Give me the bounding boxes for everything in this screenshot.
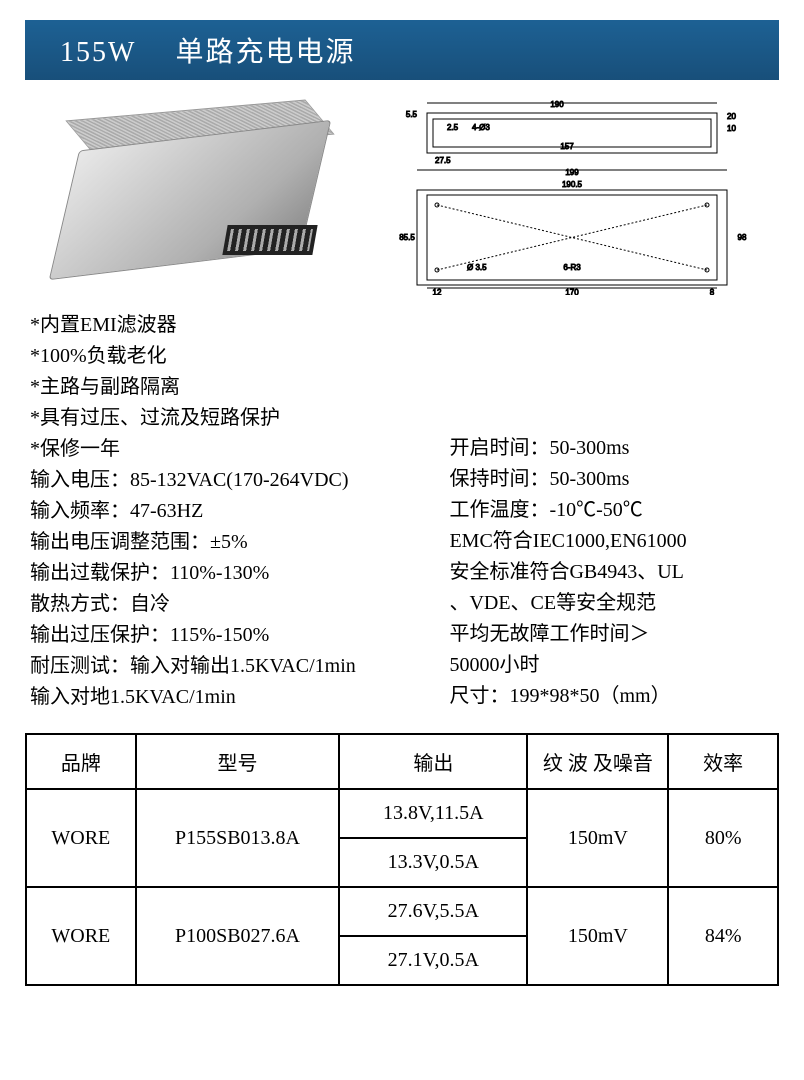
svg-text:27.5: 27.5 xyxy=(435,156,451,165)
spec-line: 输入电压：85-132VAC(170-264VDC) xyxy=(30,465,419,496)
specs-section: *内置EMI滤波器*100%负载老化*主路与副路隔离*具有过压、过流及短路保护*… xyxy=(25,310,779,713)
specs-left-column: *内置EMI滤波器*100%负载老化*主路与副路隔离*具有过压、过流及短路保护*… xyxy=(30,310,419,713)
svg-text:4-Ø3: 4-Ø3 xyxy=(472,123,490,132)
spec-line: 平均无故障工作时间＞ xyxy=(449,619,774,650)
spec-line: 开启时间：50-300ms xyxy=(449,433,774,464)
feature-line: *保修一年 xyxy=(30,434,419,465)
svg-text:190.5: 190.5 xyxy=(562,180,583,189)
cell-brand: WORE xyxy=(26,887,136,985)
header-model: 型号 xyxy=(136,734,340,789)
table-header-row: 品牌 型号 输出 纹 波 及噪音 效率 xyxy=(26,734,778,789)
spec-table: 品牌 型号 输出 纹 波 及噪音 效率 WOREP155SB013.8A13.8… xyxy=(25,733,779,986)
svg-text:8: 8 xyxy=(710,288,715,295)
spec-line: 尺寸：199*98*50（mm） xyxy=(449,681,774,712)
cell-output: 13.3V,0.5A xyxy=(339,838,527,887)
cell-model: P100SB027.6A xyxy=(136,887,340,985)
cell-output: 27.1V,0.5A xyxy=(339,936,527,985)
svg-text:85.5: 85.5 xyxy=(399,233,415,242)
header-output: 输出 xyxy=(339,734,527,789)
svg-text:157: 157 xyxy=(560,142,574,151)
images-row: 190 5.5 20 10 2.5 4-Ø3 157 27.5 199 190.… xyxy=(25,95,779,295)
specs-right-column: 开启时间：50-300ms保持时间：50-300ms工作温度：-10℃-50℃E… xyxy=(449,310,774,713)
svg-text:199: 199 xyxy=(565,168,579,177)
header-ripple: 纹 波 及噪音 xyxy=(527,734,668,789)
spec-line: 50000小时 xyxy=(449,650,774,681)
svg-text:20: 20 xyxy=(727,112,736,121)
cell-output: 13.8V,11.5A xyxy=(339,789,527,838)
cell-efficiency: 84% xyxy=(668,887,778,985)
spec-line: 输出过载保护：110%-130% xyxy=(30,558,419,589)
technical-drawing: 190 5.5 20 10 2.5 4-Ø3 157 27.5 199 190.… xyxy=(385,95,769,295)
spec-line: 输入频率：47-63HZ xyxy=(30,496,419,527)
feature-line: *主路与副路隔离 xyxy=(30,372,419,403)
cell-model: P155SB013.8A xyxy=(136,789,340,887)
cell-ripple: 150mV xyxy=(527,789,668,887)
header-efficiency: 效率 xyxy=(668,734,778,789)
table-row: WOREP155SB013.8A13.8V,11.5A150mV80% xyxy=(26,789,778,838)
spec-line: EMC符合IEC1000,EN61000 xyxy=(449,526,774,557)
cell-ripple: 150mV xyxy=(527,887,668,985)
spec-line: 散热方式：自冷 xyxy=(30,589,419,620)
feature-line: *100%负载老化 xyxy=(30,341,419,372)
svg-text:170: 170 xyxy=(565,288,579,295)
svg-text:2.5: 2.5 xyxy=(447,123,459,132)
cell-efficiency: 80% xyxy=(668,789,778,887)
spec-line: 、VDE、CE等安全规范 xyxy=(449,588,774,619)
svg-text:10: 10 xyxy=(727,124,736,133)
spec-line: 输出电压调整范围：±5% xyxy=(30,527,419,558)
header-brand: 品牌 xyxy=(26,734,136,789)
spec-line: 保持时间：50-300ms xyxy=(449,464,774,495)
title-bar: 155W 单路充电电源 xyxy=(25,20,779,80)
spec-line: 安全标准符合GB4943、UL xyxy=(449,557,774,588)
feature-line: *内置EMI滤波器 xyxy=(30,310,419,341)
spec-line: 工作温度：-10℃-50℃ xyxy=(449,495,774,526)
cell-output: 27.6V,5.5A xyxy=(339,887,527,936)
svg-text:6-R3: 6-R3 xyxy=(563,263,581,272)
svg-text:98: 98 xyxy=(738,233,747,242)
wattage: 155W xyxy=(60,37,136,68)
spec-line: 耐压测试：输入对输出1.5KVAC/1min xyxy=(30,651,419,682)
spec-line: 输入对地1.5KVAC/1min xyxy=(30,682,419,713)
svg-text:190: 190 xyxy=(550,100,564,109)
svg-text:Ø 3.5: Ø 3.5 xyxy=(467,263,487,272)
svg-text:12: 12 xyxy=(433,288,442,295)
spec-line: 输出过压保护：115%-150% xyxy=(30,620,419,651)
product-photo xyxy=(35,95,345,295)
feature-line: *具有过压、过流及短路保护 xyxy=(30,403,419,434)
cell-brand: WORE xyxy=(26,789,136,887)
svg-text:5.5: 5.5 xyxy=(406,110,418,119)
product-title: 单路充电电源 xyxy=(175,37,355,68)
table-row: WOREP100SB027.6A27.6V,5.5A150mV84% xyxy=(26,887,778,936)
